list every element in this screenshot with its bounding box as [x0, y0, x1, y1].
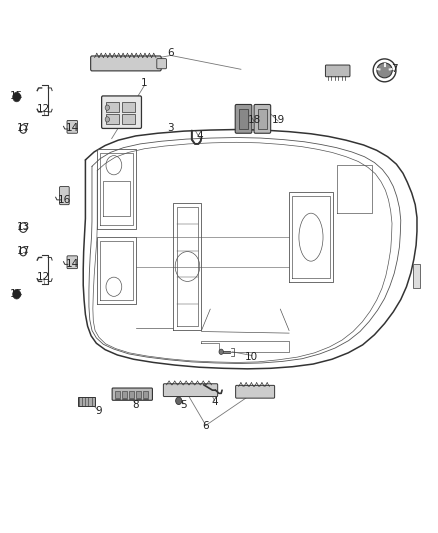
Text: 13: 13 [17, 222, 30, 231]
FancyBboxPatch shape [235, 104, 252, 133]
Bar [122, 114, 135, 124]
Text: 4: 4 [196, 131, 203, 141]
Bar [106, 114, 119, 124]
Text: 7: 7 [391, 64, 398, 74]
Text: 14: 14 [66, 259, 79, 269]
Bar [122, 102, 135, 112]
Ellipse shape [377, 63, 392, 78]
Bar [143, 391, 148, 398]
Circle shape [105, 105, 110, 110]
Bar [136, 391, 141, 398]
Text: 5: 5 [180, 400, 187, 410]
Bar [106, 102, 119, 112]
FancyBboxPatch shape [67, 256, 78, 269]
Circle shape [219, 349, 223, 354]
FancyBboxPatch shape [112, 388, 152, 400]
Text: 4: 4 [211, 398, 218, 407]
Bar [413, 264, 420, 288]
Text: 12: 12 [37, 272, 50, 282]
Bar [258, 109, 267, 129]
Text: 6: 6 [202, 422, 209, 431]
Text: 12: 12 [37, 104, 50, 114]
Text: 18: 18 [247, 115, 261, 125]
Circle shape [13, 92, 21, 102]
Text: 15: 15 [10, 91, 23, 101]
Text: 19: 19 [272, 115, 285, 125]
FancyBboxPatch shape [325, 65, 350, 77]
Text: 10: 10 [245, 352, 258, 362]
FancyBboxPatch shape [102, 96, 141, 128]
Text: 14: 14 [66, 123, 79, 133]
Circle shape [105, 117, 110, 122]
Bar [115, 391, 120, 398]
FancyBboxPatch shape [236, 385, 275, 398]
Text: 17: 17 [17, 246, 30, 255]
Bar [129, 391, 134, 398]
FancyBboxPatch shape [91, 56, 161, 71]
FancyBboxPatch shape [163, 384, 218, 397]
Circle shape [176, 397, 182, 405]
FancyBboxPatch shape [157, 59, 166, 69]
Text: 6: 6 [167, 49, 174, 58]
FancyBboxPatch shape [254, 104, 271, 133]
Text: 15: 15 [10, 289, 23, 299]
Text: 17: 17 [17, 123, 30, 133]
Text: 3: 3 [167, 123, 174, 133]
Circle shape [13, 289, 21, 299]
Text: 16: 16 [58, 195, 71, 205]
Text: 1: 1 [141, 78, 148, 87]
Text: 8: 8 [132, 400, 139, 410]
Bar [239, 109, 248, 129]
Text: 9: 9 [95, 407, 102, 416]
FancyBboxPatch shape [67, 120, 78, 133]
Bar [122, 391, 127, 398]
FancyBboxPatch shape [60, 187, 69, 205]
Bar [78, 397, 95, 406]
